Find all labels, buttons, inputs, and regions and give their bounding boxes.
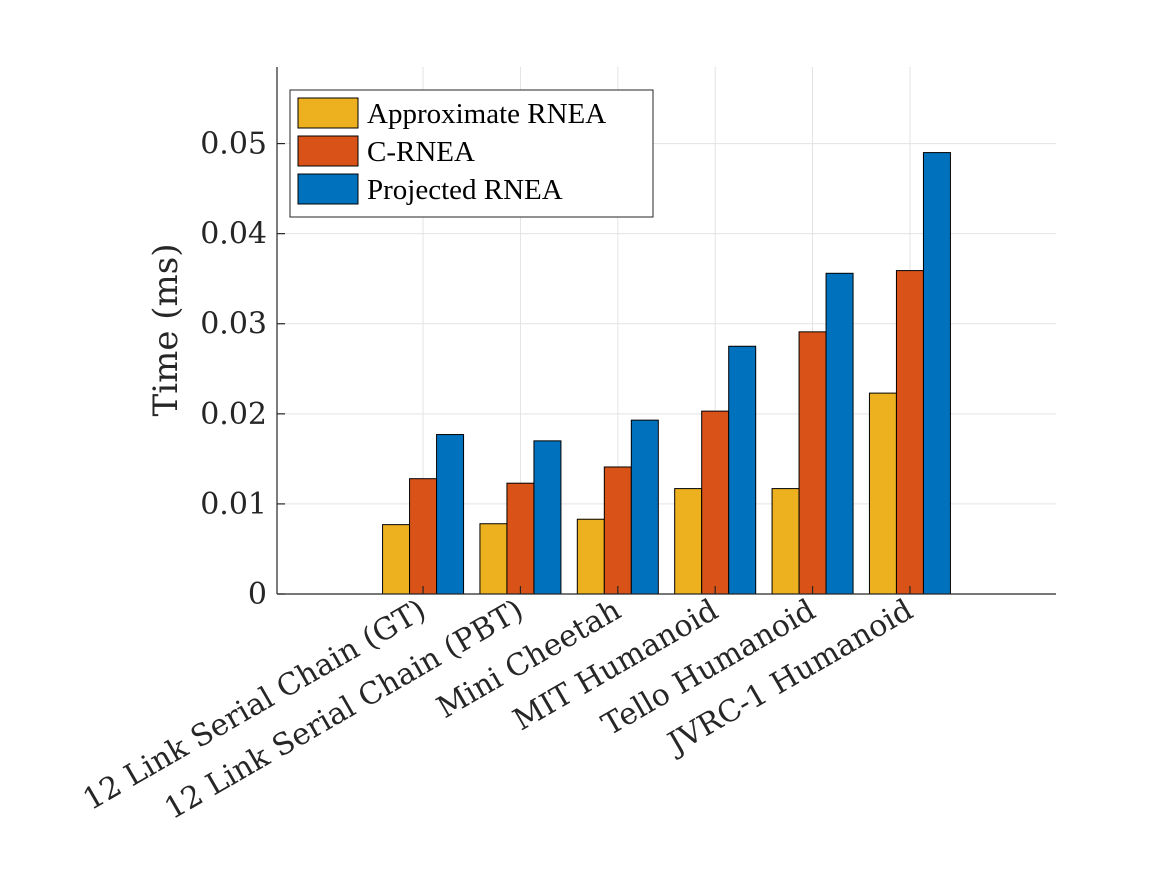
y-tick-label: 0.01 [200,487,267,522]
legend-swatch [297,97,359,129]
legend-label: Approximate RNEA [367,98,606,130]
bar [825,272,854,595]
bar [701,410,730,595]
bar [603,466,632,595]
y-axis-label: Time (ms) [146,244,186,417]
y-tick-label: 0.04 [200,217,267,252]
bar [409,478,438,595]
y-tick-label: 0.02 [200,397,267,432]
legend-label: Projected RNEA [367,174,563,206]
legend: Approximate RNEA C-RNEA Projected RNEA [289,89,654,218]
bars [382,152,951,595]
bar [868,392,897,595]
bar [506,482,535,595]
bar [798,331,827,595]
bar [533,440,562,595]
bar [674,488,703,595]
legend-swatch [297,173,359,205]
bar [630,419,659,595]
bar [922,152,951,595]
y-tick-label: 0.05 [200,127,267,162]
bar [576,518,605,595]
y-tick-labels: 0 0.01 0.02 0.03 0.04 0.05 [200,127,267,612]
bar [436,434,465,595]
bar [382,524,411,595]
bar [728,345,757,595]
bar [479,523,508,595]
axes [276,67,1056,595]
y-tick-label: 0 [248,577,267,612]
bar [895,270,924,595]
legend-label: C-RNEA [367,136,475,168]
legend-swatch [297,135,359,167]
bar [771,488,800,595]
x-category-labels: 12 Link Serial Chain (GT)12 Link Serial … [77,593,919,827]
y-tick-label: 0.03 [200,307,267,342]
